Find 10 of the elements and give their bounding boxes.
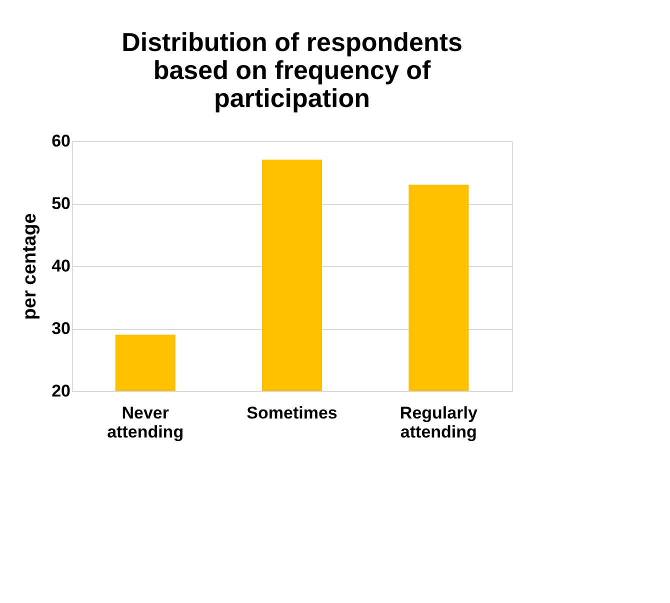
y-tick-label: 50	[52, 194, 70, 213]
y-tick-label: 30	[52, 319, 70, 338]
y-tick-label: 20	[52, 382, 70, 400]
x-tick-label: Sometimes	[246, 404, 338, 422]
y-tick-label: 40	[52, 256, 70, 276]
x-tick-label: Regularly attending	[400, 404, 478, 442]
y-tick-label: 60	[52, 132, 70, 150]
y-axis-title: per centage	[20, 213, 41, 320]
chart-title: Distribution of respondents based on frequency of participation	[122, 27, 462, 113]
x-tick-label: Never attending	[107, 404, 184, 442]
